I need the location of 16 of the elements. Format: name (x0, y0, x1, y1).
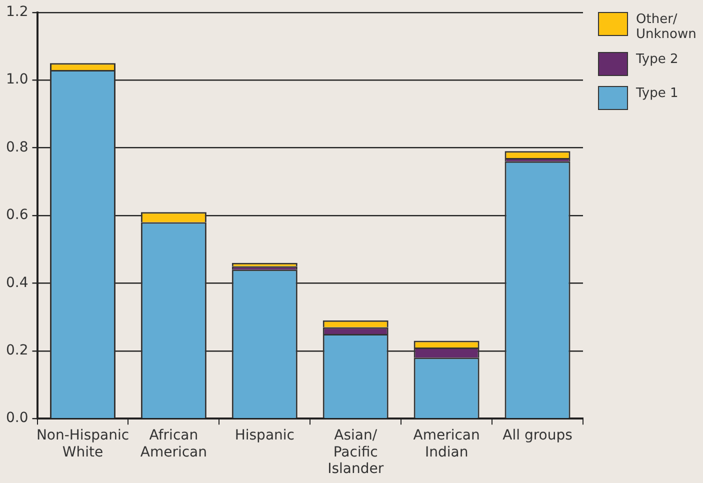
y-tick-label: 0.4 (6, 274, 28, 291)
legend-label: Other/Unknown (636, 12, 698, 42)
x-tick-label: All groups (502, 428, 572, 444)
legend-label: Type 1 (636, 86, 680, 101)
y-tick-label: 1.0 (6, 72, 28, 88)
y-tick-label: 0.6 (6, 207, 28, 224)
y-tick-label: 0.0 (6, 410, 28, 426)
x-tick-label: African American (140, 428, 208, 460)
x-tick-label: Asian/Pacific Islander (328, 428, 384, 478)
y-tick-label: 0.2 (6, 342, 28, 359)
x-tick-label: American Indian (413, 428, 480, 460)
legend-label: Type 2 (636, 52, 680, 67)
y-tick-label: 1.2 (6, 4, 28, 20)
y-tick-label: 0.8 (6, 139, 28, 156)
x-tick-label: Non-Hispanic White (36, 428, 130, 460)
x-tick-label: Hispanic (234, 428, 294, 444)
